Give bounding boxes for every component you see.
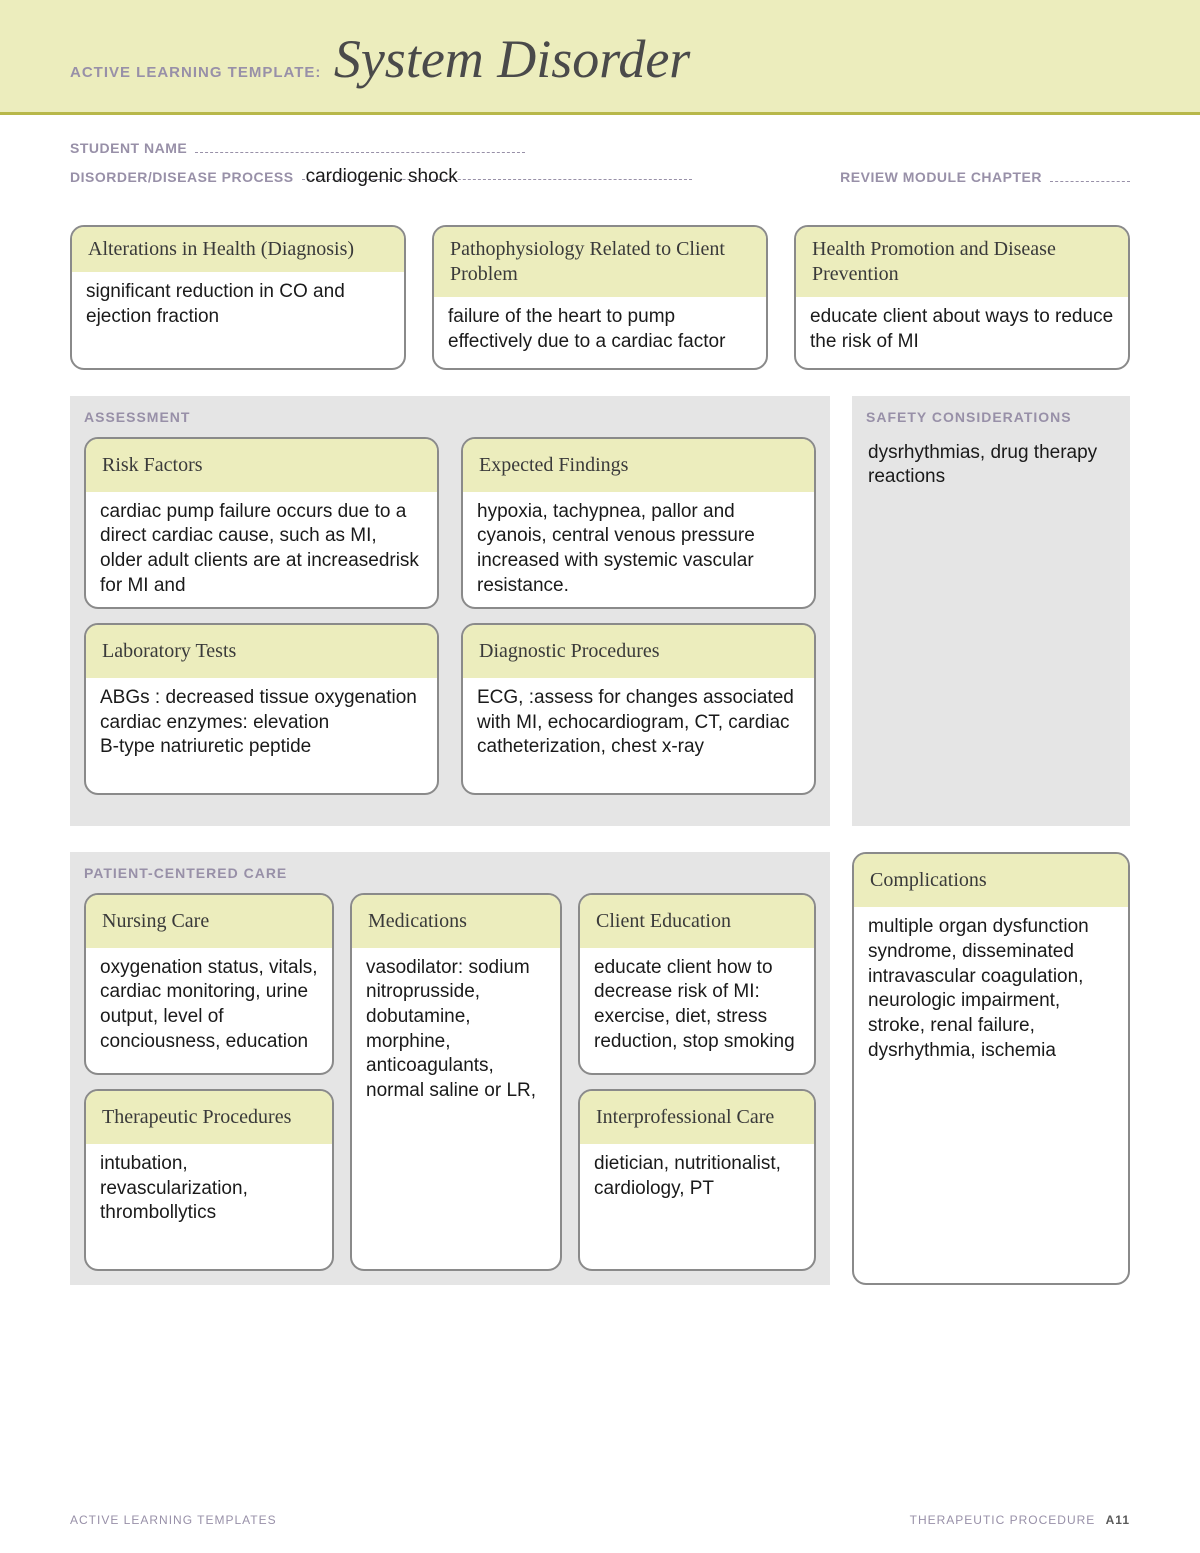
patient-centered-title: PATIENT-CENTERED CARE	[84, 864, 816, 882]
footer-left: ACTIVE LEARNING TEMPLATES	[70, 1513, 277, 1527]
assessment-title: ASSESSMENT	[84, 408, 816, 426]
alterations-card: Alterations in Health (Diagnosis) signif…	[70, 225, 406, 370]
expected-findings-body: hypoxia, tachypnea, pallor and cyanois, …	[463, 492, 814, 609]
pathophysiology-card: Pathophysiology Related to Client Proble…	[432, 225, 768, 370]
diagnostic-body: ECG, :assess for changes associated with…	[463, 678, 814, 788]
diagnostic-title: Diagnostic Procedures	[463, 625, 814, 678]
interprofessional-card: Interprofessional Care dietician, nutrit…	[578, 1089, 816, 1271]
client-education-card: Client Education educate client how to d…	[578, 893, 816, 1075]
lab-tests-card: Laboratory Tests ABGs : decreased tissue…	[84, 623, 439, 795]
risk-factors-body: cardiac pump failure occurs due to a dir…	[86, 492, 437, 609]
student-name-field[interactable]	[195, 139, 525, 153]
nursing-care-title: Nursing Care	[86, 895, 332, 948]
patient-centered-section: PATIENT-CENTERED CARE Nursing Care oxyge…	[70, 852, 830, 1285]
assessment-section: ASSESSMENT Risk Factors cardiac pump fai…	[70, 396, 830, 826]
therapeutic-card: Therapeutic Procedures intubation, revas…	[84, 1089, 334, 1271]
footer-page-num: A11	[1106, 1513, 1130, 1527]
alterations-title: Alterations in Health (Diagnosis)	[72, 227, 404, 272]
student-name-label: STUDENT NAME	[70, 140, 187, 156]
footer: ACTIVE LEARNING TEMPLATES THERAPEUTIC PR…	[70, 1513, 1130, 1527]
risk-factors-card: Risk Factors cardiac pump failure occurs…	[84, 437, 439, 609]
medications-body: vasodilator: sodium nitroprusside, dobut…	[352, 948, 560, 1266]
assessment-row: ASSESSMENT Risk Factors cardiac pump fai…	[70, 396, 1130, 826]
health-promotion-body: educate client about ways to reduce the …	[796, 297, 1128, 368]
alterations-body: significant reduction in CO and ejection…	[72, 272, 404, 343]
chapter-label: REVIEW MODULE CHAPTER	[840, 169, 1042, 185]
therapeutic-title: Therapeutic Procedures	[86, 1091, 332, 1144]
client-education-body: educate client how to decrease risk of M…	[580, 948, 814, 1069]
expected-findings-title: Expected Findings	[463, 439, 814, 492]
nursing-care-card: Nursing Care oxygenation status, vitals,…	[84, 893, 334, 1075]
header-prefix: ACTIVE LEARNING TEMPLATE:	[70, 64, 321, 81]
complications-body: multiple organ dysfunction syndrome, dis…	[854, 907, 1128, 1267]
nursing-care-body: oxygenation status, vitals, cardiac moni…	[86, 948, 332, 1069]
safety-section: SAFETY CONSIDERATIONS dysrhythmias, drug…	[852, 396, 1130, 826]
medications-card: Medications vasodilator: sodium nitropru…	[350, 893, 562, 1272]
health-promotion-title: Health Promotion and Disease Prevention	[796, 227, 1128, 297]
header-band: ACTIVE LEARNING TEMPLATE: System Disorde…	[0, 0, 1200, 115]
top-card-row: Alterations in Health (Diagnosis) signif…	[70, 225, 1130, 370]
lab-tests-title: Laboratory Tests	[86, 625, 437, 678]
expected-findings-card: Expected Findings hypoxia, tachypnea, pa…	[461, 437, 816, 609]
interprofessional-title: Interprofessional Care	[580, 1091, 814, 1144]
chapter-field[interactable]	[1050, 168, 1130, 182]
health-promotion-card: Health Promotion and Disease Prevention …	[794, 225, 1130, 370]
therapeutic-body: intubation, revascularization, thromboll…	[86, 1144, 332, 1271]
pathophysiology-title: Pathophysiology Related to Client Proble…	[434, 227, 766, 297]
safety-body: dysrhythmias, drug therapy reactions	[866, 437, 1116, 490]
header-title: System Disorder	[334, 28, 690, 90]
disorder-field[interactable]: cardiogenic shock	[302, 166, 692, 180]
meta-block: STUDENT NAME DISORDER/DISEASE PROCESS ca…	[70, 115, 1130, 225]
medications-title: Medications	[352, 895, 560, 948]
client-education-title: Client Education	[580, 895, 814, 948]
safety-title: SAFETY CONSIDERATIONS	[866, 408, 1116, 426]
interprofessional-body: dietician, nutritionalist, cardiology, P…	[580, 1144, 814, 1271]
footer-right-text: THERAPEUTIC PROCEDURE	[910, 1513, 1096, 1527]
pathophysiology-body: failure of the heart to pump effectively…	[434, 297, 766, 368]
footer-right: THERAPEUTIC PROCEDURE A11	[910, 1513, 1130, 1527]
diagnostic-card: Diagnostic Procedures ECG, :assess for c…	[461, 623, 816, 795]
patient-centered-row: PATIENT-CENTERED CARE Nursing Care oxyge…	[70, 852, 1130, 1285]
risk-factors-title: Risk Factors	[86, 439, 437, 492]
complications-title: Complications	[854, 854, 1128, 907]
complications-card: Complications multiple organ dysfunction…	[852, 852, 1130, 1285]
lab-tests-body: ABGs : decreased tissue oxygenation card…	[86, 678, 437, 788]
disorder-label: DISORDER/DISEASE PROCESS	[70, 169, 294, 185]
